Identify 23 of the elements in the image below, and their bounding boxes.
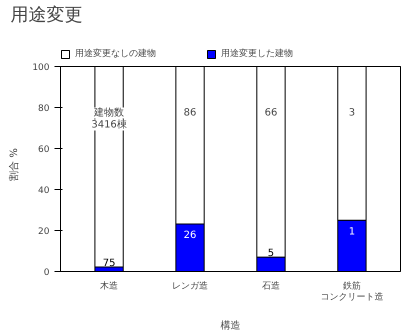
y-tick-label: 60 [38,145,50,155]
annotation: 建物数 3416棟 [91,106,127,130]
annotation: 1 [348,226,356,238]
legend-label: 用途変更した建物 [221,48,293,60]
annotation: 66 [264,108,278,118]
x-tick-label: レンガ造 [172,280,208,292]
y-tick-label: 20 [38,227,50,237]
annotation: 75 [102,258,116,269]
y-axis-title: 割合 % [8,148,20,181]
y-tick-label: 100 [32,63,50,73]
y-tick-label: 40 [38,186,50,196]
annotation: 26 [184,230,196,241]
annotation: 3 [348,108,356,118]
x-tick-label: 鉄筋コンクリート造 [320,280,384,302]
x-tick-label: 木造 [100,280,118,292]
annotation: 86 [184,108,196,118]
legend-label: 用途変更なしの建物 [75,48,156,60]
chart-title: 用途変更 [10,4,82,26]
x-axis-title: 構造 [220,320,240,332]
y-tick-label: 0 [44,268,50,278]
y-tick-label: 80 [38,104,50,114]
x-tick-label: 石造 [262,280,280,292]
annotation: 5 [268,248,274,260]
